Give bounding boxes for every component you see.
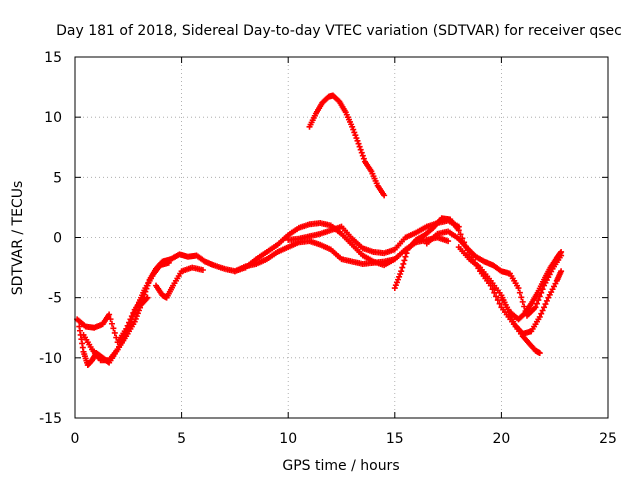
x-tick-label: 0 [71, 431, 80, 447]
data-point [123, 330, 130, 337]
data-point [402, 253, 409, 260]
series-track-11 [498, 248, 565, 323]
data-point [135, 307, 142, 314]
y-tick-label: -5 [48, 291, 62, 307]
data-point [496, 300, 503, 307]
data-point [132, 315, 139, 322]
x-tick-label: 20 [492, 431, 510, 447]
data-point [519, 298, 526, 305]
series-track-10 [455, 244, 565, 337]
y-tick-label: 10 [44, 110, 62, 126]
data-point [144, 294, 151, 301]
data-point [359, 152, 366, 159]
data-point [445, 238, 452, 245]
data-point [539, 307, 546, 314]
data-layer [74, 92, 565, 369]
ticks: 0 5 10 15 20 25 -15 -10 -5 0 5 10 15 [39, 50, 617, 447]
data-point [131, 318, 138, 325]
series-track-4 [153, 264, 206, 301]
x-tick-label: 25 [599, 431, 617, 447]
data-point [124, 327, 131, 334]
data-point [532, 304, 539, 311]
data-point [111, 329, 118, 336]
chart-title: Day 181 of 2018, Sidereal Day-to-day VTE… [56, 23, 622, 39]
data-point [403, 250, 410, 257]
data-point [538, 310, 545, 317]
data-point [354, 137, 361, 144]
data-point [349, 123, 356, 130]
data-point [401, 257, 408, 264]
data-point [397, 271, 404, 278]
data-point [133, 313, 140, 320]
data-point [493, 293, 500, 300]
series-track-9 [423, 228, 565, 319]
data-point [128, 316, 135, 323]
data-point [491, 289, 498, 296]
data-point [126, 322, 133, 329]
data-point [536, 313, 543, 320]
data-point [558, 248, 565, 255]
data-point [391, 285, 398, 292]
data-point [489, 286, 496, 293]
x-tick-label: 10 [279, 431, 297, 447]
series-track-7 [306, 92, 388, 199]
data-point [355, 140, 362, 147]
data-point [558, 268, 565, 275]
data-point [381, 192, 388, 199]
data-point [108, 320, 115, 327]
data-point [127, 319, 134, 326]
data-point [356, 143, 363, 150]
plot-frame [74, 56, 609, 419]
data-point [199, 266, 206, 273]
data-point [357, 146, 364, 153]
data-point [358, 149, 365, 156]
y-tick-label: 5 [53, 170, 62, 186]
data-point [360, 155, 367, 162]
data-point [543, 297, 550, 304]
data-point [134, 310, 141, 317]
data-point [542, 301, 549, 308]
x-tick-label: 15 [386, 431, 404, 447]
y-tick-label: 0 [53, 231, 62, 247]
data-point [350, 126, 357, 133]
data-point [106, 311, 113, 318]
data-point [518, 294, 525, 301]
data-point [165, 259, 172, 266]
data-point [400, 260, 407, 267]
data-point [110, 325, 117, 332]
y-axis-title: SDTVAR / TECUs [10, 181, 26, 296]
data-point [351, 129, 358, 136]
x-axis-title: GPS time / hours [282, 458, 399, 474]
data-point [394, 276, 401, 283]
y-tick-label: -15 [39, 411, 62, 427]
data-point [536, 350, 543, 357]
data-point [107, 316, 114, 323]
data-point [392, 282, 399, 289]
data-point [515, 285, 522, 292]
x-tick-label: 5 [177, 431, 186, 447]
data-point [352, 132, 359, 139]
data-point [393, 279, 400, 286]
data-point [398, 268, 405, 275]
data-point [125, 325, 132, 332]
y-tick-label: -10 [39, 351, 62, 367]
data-point [353, 135, 360, 142]
data-point [516, 289, 523, 296]
data-point [396, 273, 403, 280]
data-point [457, 231, 464, 238]
series-track-1 [74, 238, 398, 346]
y-tick-label: 15 [44, 50, 62, 66]
data-point [533, 300, 540, 307]
data-point [399, 264, 406, 271]
grid [75, 57, 608, 418]
data-point [455, 227, 462, 234]
data-point [541, 304, 548, 311]
series-track-3 [80, 259, 172, 364]
data-point [539, 286, 546, 293]
